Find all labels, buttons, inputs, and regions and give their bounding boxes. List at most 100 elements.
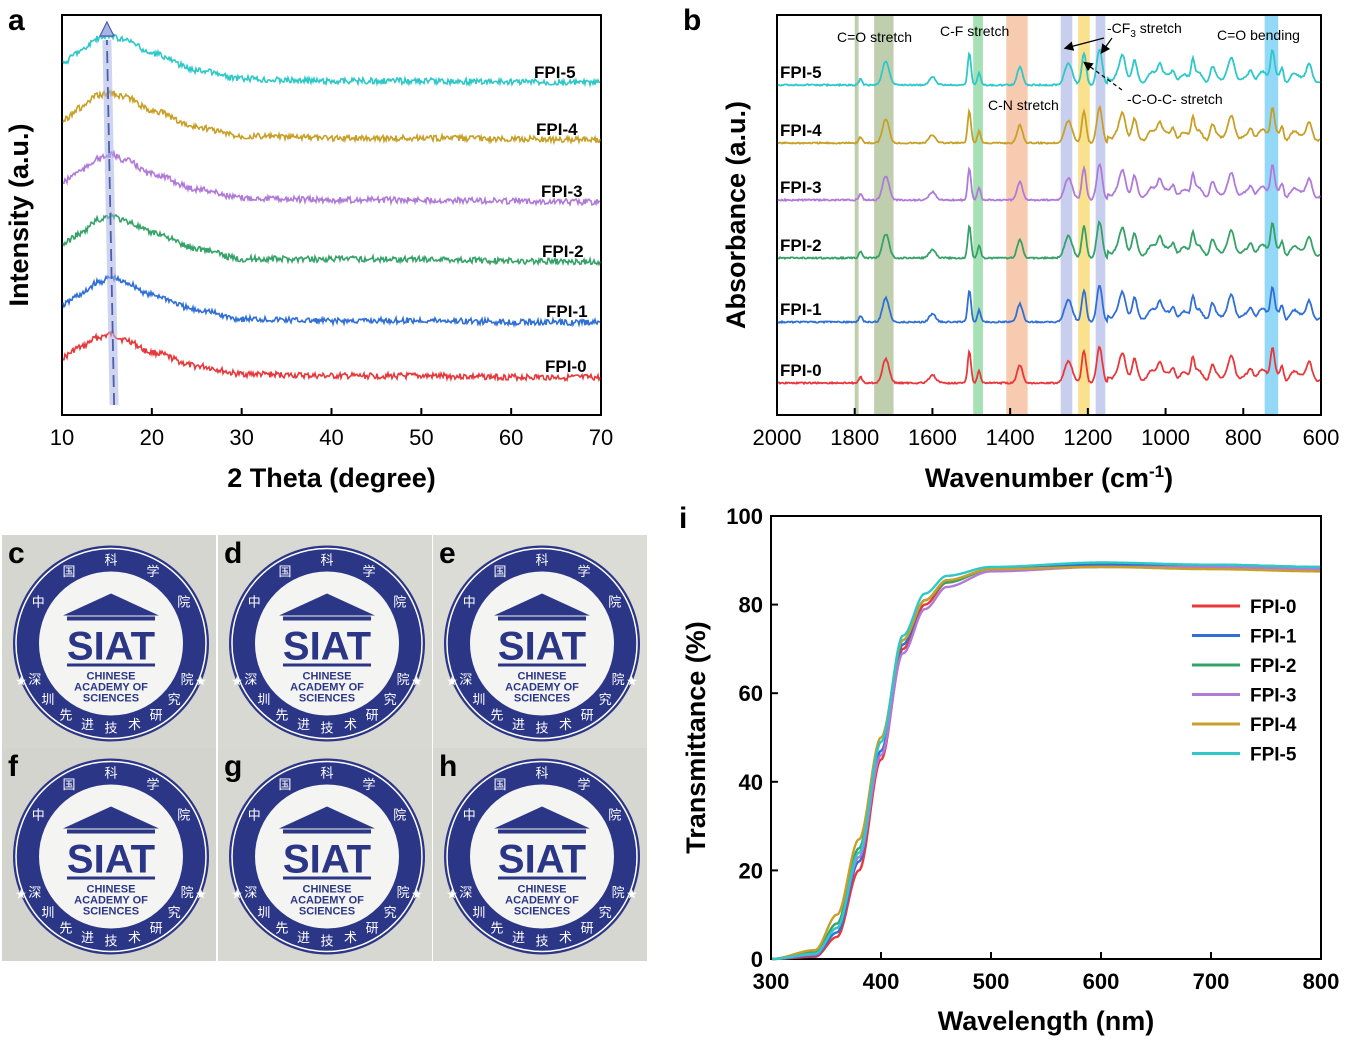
x-tick-label-i: 400 [863, 969, 900, 994]
emblem-bottom-character: 深 [244, 885, 257, 900]
emblem-subtitle-line: SCIENCES [83, 906, 139, 918]
x-tick-label-b: 1000 [1141, 425, 1190, 450]
uv-curve-FPI-2 [772, 565, 1320, 961]
annotation-coc-stretch: -C-O-C- stretch [1127, 91, 1223, 107]
building-roof-icon [494, 593, 590, 616]
emblem-bottom-character: 究 [168, 692, 181, 707]
emblem-inner-disc [470, 784, 614, 929]
star-icon: ★ [15, 887, 27, 902]
ftir-curve-FPI-4 [777, 104, 1321, 145]
emblem-top-character: 学 [577, 564, 590, 579]
emblem-inner-disc [39, 571, 183, 716]
building-beam [283, 616, 371, 621]
emblem-bottom-character: 院 [181, 672, 194, 687]
emblem-top-character: 中 [32, 808, 45, 823]
emblem-top-character: 中 [32, 595, 45, 610]
emblem-top-character: 国 [278, 564, 291, 579]
x-tick-label-b: 1200 [1063, 425, 1112, 450]
emblem-subtitle-line: ACADEMY OF [290, 682, 364, 694]
annotation-arrow [1100, 37, 1113, 54]
highlight-band [1078, 16, 1090, 414]
highlight-band [874, 16, 894, 414]
emblem-bottom-character: 院 [397, 885, 410, 900]
emblem-subtitle-line: CHINESE [518, 671, 567, 683]
highlight-band [854, 16, 859, 414]
highlight-band [1095, 16, 1106, 414]
emblem-top-character: 院 [608, 808, 621, 823]
building-beam [283, 829, 371, 834]
series-label-b: FPI-5 [780, 63, 822, 82]
building-base [67, 876, 155, 880]
photo-g: 中国科学院深圳先进技术研究院★ ★SIATCHINESEACADEMY OFSCI… [218, 748, 432, 961]
emblem-bottom-character: 术 [128, 717, 141, 732]
xrd-curve-FPI-1 [62, 272, 601, 328]
star-icon: ★ [626, 887, 638, 902]
building-beam [67, 829, 155, 834]
emblem-subtitle-line: SCIENCES [514, 693, 570, 705]
star-icon: ★ [15, 674, 27, 689]
emblem-logo-text: SIAT [67, 838, 155, 882]
emblem-logo-text: SIAT [498, 838, 586, 882]
series-label-a: FPI-5 [534, 63, 576, 82]
xrd-curve-FPI-4 [62, 89, 601, 146]
photo-d: 中国科学院深圳先进技术研究院★ ★SIATCHINESEACADEMY OFSCI… [218, 535, 432, 748]
y-tick-label-i: 60 [739, 681, 763, 706]
legend-label: FPI-1 [1250, 627, 1297, 648]
emblem-ring-line [231, 760, 423, 953]
emblem-top-character: 中 [463, 595, 476, 610]
emblem-subtitle-line: ACADEMY OF [290, 895, 364, 907]
emblem-bottom-character: 圳 [41, 905, 54, 920]
emblem-top-character: 学 [146, 564, 159, 579]
emblem-bottom-character: 技 [320, 934, 333, 949]
building-beam [498, 829, 586, 834]
emblem-top-character: 院 [393, 595, 406, 610]
legend-label: FPI-0 [1250, 597, 1296, 618]
y-tick-label-i: 40 [739, 770, 763, 795]
series-label-b: FPI-2 [780, 236, 822, 255]
emblem-ring-line [15, 760, 207, 953]
emblem-top-character: 国 [493, 777, 506, 792]
panel-b: b 2000 1800 1600 1400 1200 1000 800 600 Wavenumbe… [683, 4, 1339, 493]
x-tick-label-b: 600 [1303, 425, 1340, 450]
emblem-top-character: 学 [362, 777, 375, 792]
x-tick-label-b: 1600 [908, 425, 957, 450]
x-axis-title-a: 2 Theta (degree) [227, 463, 436, 493]
legend-label: FPI-5 [1250, 745, 1297, 766]
emblem-top-character: 国 [278, 777, 291, 792]
star-icon: ★ [231, 674, 243, 689]
emblem-logo-text: SIAT [283, 838, 371, 882]
x-tick-label-b: 1400 [986, 425, 1035, 450]
building-base [283, 876, 371, 880]
emblem-top-character: 中 [463, 808, 476, 823]
ftir-curve-FPI-5 [777, 48, 1321, 88]
annotation-arrow-dashed [1083, 61, 1123, 91]
emblem-bottom-character: 研 [581, 707, 594, 722]
building-base [283, 663, 371, 667]
x-axis-title-i: Wavelength (nm) [938, 1006, 1155, 1036]
emblem-top-character: 院 [393, 808, 406, 823]
highlight-band [1006, 16, 1028, 414]
star-icon: ★ [446, 887, 458, 902]
series-label-a: FPI-2 [542, 242, 584, 261]
annotation-cf3-stretch: -CF3 stretch [1107, 20, 1182, 40]
series-label-b: FPI-3 [780, 178, 822, 197]
emblem-bottom-character: 进 [297, 930, 310, 945]
building-roof-icon [279, 593, 375, 616]
x-tick-label-a: 50 [409, 425, 433, 450]
annotation-co-stretch: C=O stretch [837, 29, 912, 45]
emblem-bottom-character: 圳 [257, 905, 270, 920]
emblem-bottom-character: 先 [490, 707, 503, 722]
emblem-bottom-character: 技 [535, 934, 548, 949]
photo-e: 中国科学院深圳先进技术研究院★ ★SIATCHINESEACADEMY OFSCI… [433, 535, 647, 748]
emblem-bottom-character: 圳 [472, 905, 485, 920]
emblem-top-character: 科 [104, 766, 117, 781]
emblem-subtitle-line: SCIENCES [299, 906, 355, 918]
emblem-bottom-character: 先 [275, 707, 288, 722]
highlight-band [1060, 16, 1073, 414]
xrd-curve-FPI-0 [63, 329, 601, 383]
y-axis-title-a: Intensity (a.u.) [4, 123, 34, 306]
emblem-bottom-character: 进 [81, 930, 94, 945]
xrd-curve-FPI-2 [62, 211, 601, 267]
emblem-top-character: 科 [320, 766, 333, 781]
emblem-logo-text: SIAT [283, 625, 371, 669]
